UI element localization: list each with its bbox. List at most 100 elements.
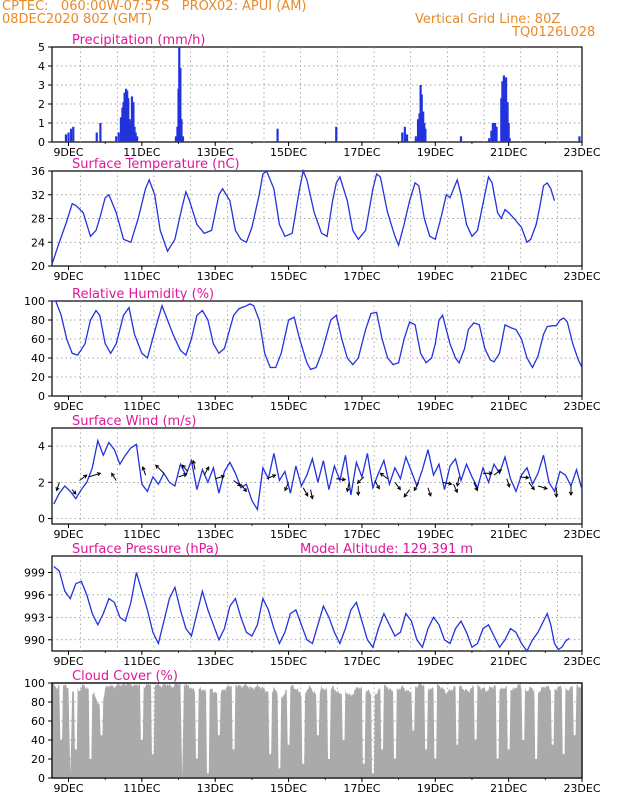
- rh-ytick-label: 100: [24, 295, 45, 308]
- precip-bar: [69, 128, 73, 142]
- wind-arrow: [266, 474, 276, 480]
- wind-arrow: [111, 473, 117, 481]
- wind-arrowhead: [284, 486, 289, 492]
- wind-ytick-label: 4: [38, 440, 45, 453]
- cloud-xtick-label: 21DEC: [490, 782, 527, 795]
- pres-ytick-label: 999: [24, 566, 45, 579]
- cloud-xtick-label: 19DEC: [417, 782, 454, 795]
- wind-ytick-label: 0: [38, 513, 45, 526]
- rh-xtick-label: 9DEC: [53, 400, 83, 413]
- precip-bar: [129, 123, 132, 142]
- precip-bar: [420, 94, 423, 142]
- temp-series-line: [51, 168, 556, 265]
- wind-arrowhead: [242, 487, 247, 493]
- rh-ytick-label: 0: [38, 390, 45, 403]
- precip-bar: [180, 119, 183, 142]
- temp-ytick-label: 32: [31, 189, 45, 202]
- wind-arrowhead: [155, 464, 160, 469]
- precip-bar: [459, 136, 463, 142]
- temp-xtick-label: 17DEC: [343, 270, 380, 283]
- header-station-line: CPTEC: 060:00W-07:57S PROX02: APUI (AM): [2, 0, 307, 14]
- precip-bar: [115, 136, 118, 142]
- precip-ytick-label: 0: [38, 136, 45, 149]
- precip-bar: [128, 119, 131, 142]
- precip-bar: [124, 88, 128, 142]
- temp-ytick-label: 36: [31, 165, 45, 178]
- temp-ytick-label: 24: [31, 236, 45, 249]
- pres-frame: [51, 555, 583, 652]
- wind-arrowhead: [205, 466, 210, 471]
- wind-arrowhead: [55, 486, 60, 492]
- precip-bar: [123, 92, 126, 142]
- precip-bar: [401, 132, 404, 142]
- precip-bar: [126, 90, 129, 142]
- precip-xtick-label: 19DEC: [417, 146, 454, 159]
- precip-bar: [122, 102, 125, 142]
- wind-arrow: [79, 474, 88, 481]
- rh-xtick-label: 11DEC: [123, 400, 160, 413]
- precip-bar: [492, 124, 496, 142]
- precip-xtick-label: 11DEC: [123, 146, 160, 159]
- wind-arrow: [357, 476, 365, 484]
- wind-arrow: [413, 482, 420, 491]
- wind-arrow: [155, 464, 165, 474]
- wind-arrow: [284, 482, 290, 491]
- rh-ytick-label: 60: [31, 333, 45, 346]
- wind-arrow: [456, 476, 460, 487]
- precip-bar: [488, 138, 491, 142]
- precip-bar: [416, 119, 420, 142]
- rh-xtick-label: 19DEC: [417, 400, 454, 413]
- precip-bar: [181, 136, 185, 142]
- wind-arrowhead: [530, 486, 535, 491]
- cloud-title: Cloud Cover (%): [72, 669, 178, 684]
- precip-bar: [176, 126, 179, 142]
- wind-arrow: [537, 485, 548, 490]
- rh-frame: [51, 300, 583, 397]
- wind-arrow: [394, 482, 401, 490]
- cloud-frame-overlay: [51, 682, 583, 779]
- wind-frame: [51, 427, 583, 525]
- wind-arrow: [346, 482, 350, 492]
- precip-bar: [422, 111, 425, 142]
- precip-ytick-label: 3: [38, 79, 45, 92]
- precip-ytick-label: 2: [38, 98, 45, 111]
- wind-arrow: [453, 483, 458, 493]
- wind-arrowhead: [554, 493, 559, 498]
- cloud-cover-area: [52, 683, 582, 778]
- wind-arrowhead: [568, 491, 574, 497]
- wind-arrow: [528, 482, 535, 490]
- wind-arrowhead: [543, 485, 549, 490]
- wind-xtick-label: 13DEC: [197, 528, 234, 541]
- precip-bar: [495, 126, 498, 142]
- precip-xtick-label: 21DEC: [490, 146, 527, 159]
- precip-bar: [491, 123, 494, 142]
- precip-ytick-label: 4: [38, 60, 45, 73]
- precip-bar: [135, 136, 139, 142]
- cloud-ytick-label: 20: [31, 753, 45, 766]
- header-model-code: TQ0126L028: [512, 25, 596, 40]
- precip-bar: [133, 126, 136, 142]
- precip-bar: [405, 134, 409, 142]
- cloud-ytick-label: 0: [38, 772, 45, 785]
- wind-arrowhead: [237, 482, 242, 487]
- precip-bar: [99, 123, 102, 142]
- wind-arrowhead: [506, 483, 511, 488]
- wind-arrowhead: [83, 474, 88, 479]
- wind-xtick-label: 9DEC: [53, 528, 83, 541]
- wind-arrowhead: [497, 469, 503, 474]
- precip-xtick-label: 17DEC: [343, 146, 380, 159]
- wind-xtick-label: 21DEC: [490, 528, 527, 541]
- wind-xtick-label: 17DEC: [343, 528, 380, 541]
- wind-xtick-label: 15DEC: [270, 528, 307, 541]
- wind-arrow: [181, 464, 189, 472]
- wind-arrowhead: [345, 487, 350, 493]
- rh-ytick-label: 20: [31, 371, 45, 384]
- pres-ytick-label: 993: [24, 611, 45, 624]
- wind-arrowhead: [455, 482, 460, 487]
- wind-arrowhead: [379, 472, 384, 477]
- precip-bar: [276, 128, 279, 142]
- wind-arrowhead: [220, 474, 226, 479]
- temp-ytick-label: 20: [31, 260, 45, 273]
- cloud-xtick-label: 17DEC: [343, 782, 380, 795]
